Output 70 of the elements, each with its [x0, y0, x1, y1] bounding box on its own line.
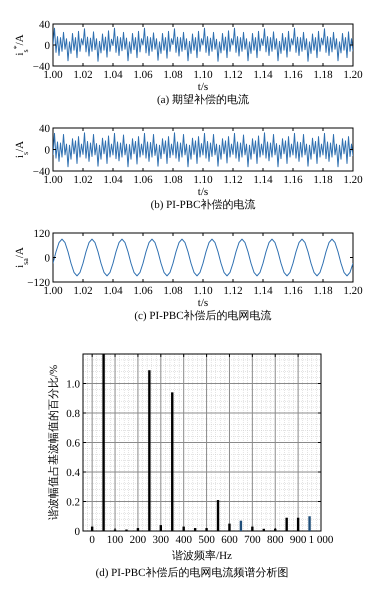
x-tick-label: 800	[266, 534, 284, 546]
x-tick-label: 1.04	[103, 69, 124, 81]
x-tick-label: 1.18	[313, 69, 334, 81]
x-tick-label: 1.00	[43, 174, 64, 186]
x-tick-label: 1 000	[308, 534, 334, 546]
x-tick-label: 1.20	[343, 285, 364, 297]
x-axis-title: t/s	[198, 297, 208, 309]
y-tick-label: 0.6	[66, 438, 80, 450]
y-tick-label: 120	[34, 228, 50, 240]
y-tick-label: 0.8	[66, 408, 80, 420]
x-tick-label: 0	[89, 534, 96, 546]
x-axis-title: t/s	[198, 186, 208, 198]
y-tick-label: 40	[39, 123, 50, 135]
x-tick-label: 1.04	[103, 174, 124, 186]
x-tick-label: 1.12	[223, 285, 243, 297]
y-tick-label: 0	[44, 252, 50, 264]
text: (b) PI-PBC补偿的电流	[150, 198, 256, 211]
x-tick-label: 1.14	[253, 69, 274, 81]
x-tick-label: 1.08	[163, 174, 184, 186]
x-tick-label: 100	[106, 534, 124, 546]
x-tick-label: 1.04	[103, 285, 124, 297]
text: (d) PI-PBC补偿后的电网电流频谱分析图	[96, 566, 288, 579]
x-tick-label: 200	[130, 534, 147, 546]
x-tick-label: 1.14	[253, 174, 274, 186]
bar	[240, 520, 242, 531]
x-axis-title: t/s	[198, 81, 208, 93]
x-tick-label: 1.18	[313, 174, 334, 186]
x-tick-label: 600	[221, 534, 238, 546]
text: (a) 期望补偿的电流	[157, 93, 249, 106]
y-tick-label: 1.0	[66, 378, 80, 390]
x-tick-label: 1.00	[43, 285, 64, 297]
x-tick-label: 1.10	[193, 285, 214, 297]
x-tick-label: 1.16	[283, 69, 304, 81]
x-tick-label: 1.02	[73, 285, 93, 297]
x-tick-label: 700	[244, 534, 262, 546]
x-tick-label: 1.10	[193, 174, 214, 186]
x-tick-label: 1.00	[43, 69, 64, 81]
y-tick-label: 0	[74, 526, 80, 538]
line-series	[53, 132, 353, 168]
y-tick-label: 40	[39, 19, 50, 31]
x-tick-label: 1.20	[343, 69, 364, 81]
x-tick-label: 1.20	[343, 174, 364, 186]
x-axis-title: 谐波频率/Hz	[172, 549, 232, 562]
x-tick-label: 1.16	[283, 285, 304, 297]
y-tick-label: 0	[44, 40, 50, 52]
x-tick-label: 1.18	[313, 285, 334, 297]
x-tick-label: 1.14	[253, 285, 274, 297]
x-tick-label: 1.16	[283, 174, 304, 186]
x-tick-label: 300	[152, 534, 170, 546]
x-tick-label: 1.12	[223, 174, 243, 186]
x-tick-label: 1.06	[133, 174, 154, 186]
x-tick-label: 1.06	[133, 69, 154, 81]
y-tick-label: 0.2	[66, 496, 80, 508]
x-tick-label: 1.10	[193, 69, 214, 81]
x-tick-label: 1.12	[223, 69, 243, 81]
y-axis-title: 谐波幅值占基波幅值的百分比/%	[47, 364, 60, 520]
text: (c) PI-PBC补偿后的电网电流	[134, 309, 272, 322]
x-tick-label: 1.08	[163, 285, 184, 297]
bar	[308, 516, 311, 531]
line-series	[53, 28, 353, 62]
y-tick-label: 0	[44, 144, 50, 156]
y-tick-label: 0.4	[66, 467, 80, 479]
x-tick-label: 400	[175, 534, 192, 546]
x-tick-label: 500	[198, 534, 216, 546]
x-tick-label: 1.08	[163, 69, 184, 81]
line-series	[53, 238, 353, 276]
x-tick-label: 1.06	[133, 285, 154, 297]
x-tick-label: 1.02	[73, 69, 93, 81]
x-tick-label: 900	[290, 534, 307, 546]
x-tick-label: 1.02	[73, 174, 93, 186]
